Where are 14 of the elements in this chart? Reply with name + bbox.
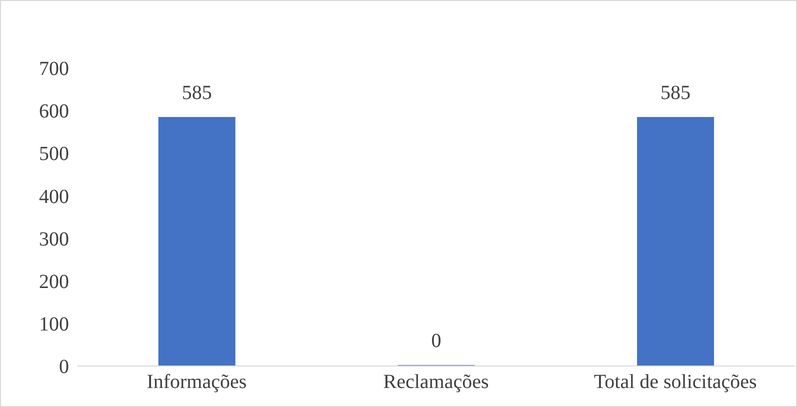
y-tick-label: 0 — [59, 356, 69, 378]
y-tick-label: 300 — [39, 228, 69, 250]
x-tick-label: Total de solicitações — [594, 371, 758, 394]
data-label: 585 — [660, 82, 691, 104]
x-tick-label: Informações — [146, 371, 247, 394]
data-label: 0 — [431, 330, 442, 352]
y-tick-label: 600 — [39, 100, 69, 123]
y-tick-label: 700 — [39, 58, 69, 80]
data-label: 585 — [182, 82, 212, 104]
y-tick-label: 500 — [39, 143, 69, 166]
y-tick-label: 200 — [39, 270, 69, 293]
y-tick-label: 100 — [39, 314, 69, 336]
y-tick-label: 400 — [39, 186, 69, 208]
x-tick-label: Reclamações — [383, 371, 489, 394]
